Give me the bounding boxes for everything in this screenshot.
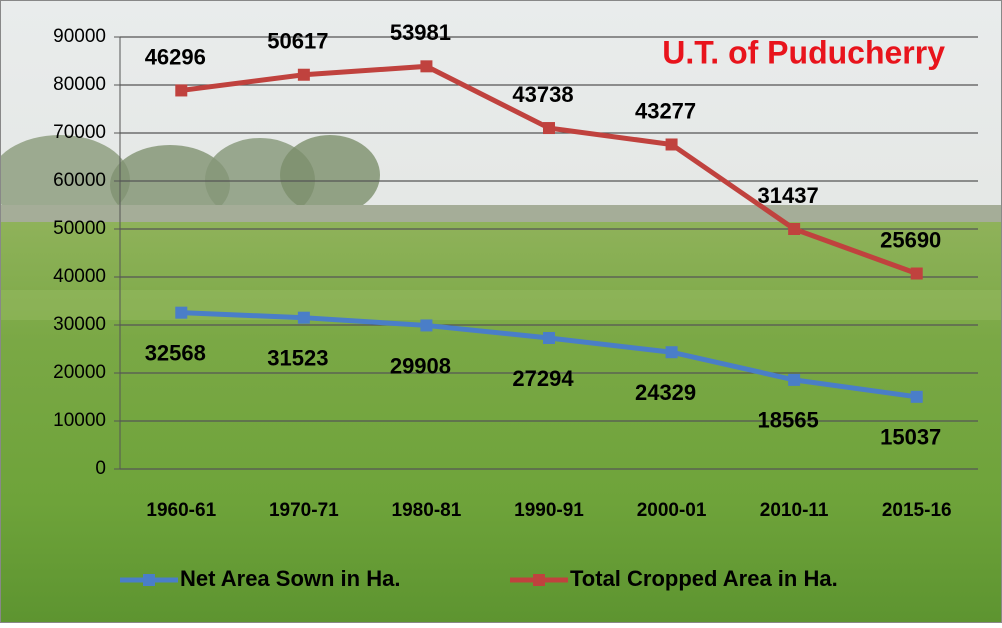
data-label: 29908 [390,353,451,378]
point-marker [910,390,923,403]
data-label: 31437 [758,183,819,208]
legend-label: Total Cropped Area in Ha. [570,566,838,591]
y-tick-label: 40000 [53,266,106,287]
x-tick-label: 2000-01 [637,500,707,521]
x-tick-label: 2015-16 [882,500,952,521]
x-tick-label: 1960-61 [146,500,216,521]
y-tick-label: 10000 [53,410,106,431]
y-tick-label: 80000 [53,74,106,95]
data-label: 25690 [880,227,941,252]
point-marker [543,331,555,344]
data-label: 27294 [512,366,574,391]
data-label: 46296 [145,44,206,69]
point-marker [175,306,188,319]
point-marker [910,267,923,280]
y-tick-label: 90000 [53,26,106,47]
point-marker [297,68,310,81]
y-tick-label: 30000 [53,314,106,335]
point-marker [297,311,310,324]
y-tick-label: 50000 [53,218,106,239]
point-marker [665,346,678,359]
point-marker [175,84,188,97]
y-tick-label: 0 [95,458,106,479]
point-marker [420,60,433,73]
data-label: 15037 [880,425,941,450]
chart-title: U.T. of Puducherry [662,34,945,70]
x-tick-label: 2010-11 [760,500,829,521]
y-tick-label: 20000 [53,362,106,383]
data-label: 18565 [758,408,819,433]
data-label: 24329 [635,380,696,405]
data-label: 31523 [267,346,328,371]
y-tick-label: 60000 [53,170,106,191]
point-marker [788,222,801,235]
point-marker [543,122,555,135]
data-label: 43738 [512,82,573,107]
point-marker [665,138,678,151]
legend-marker [533,574,545,586]
data-label: 32568 [145,340,206,365]
x-tick-label: 1990-91 [514,500,584,521]
point-marker [788,373,801,386]
x-tick-label: 1980-81 [392,500,462,521]
point-marker [420,319,433,332]
data-label: 53981 [390,20,451,45]
legend-label: Net Area Sown in Ha. [180,566,400,591]
data-label: 50617 [267,29,328,54]
legend-marker [143,574,155,586]
data-label: 43277 [635,98,696,123]
y-tick-label: 70000 [53,122,106,143]
x-tick-label: 1970-71 [269,500,339,521]
